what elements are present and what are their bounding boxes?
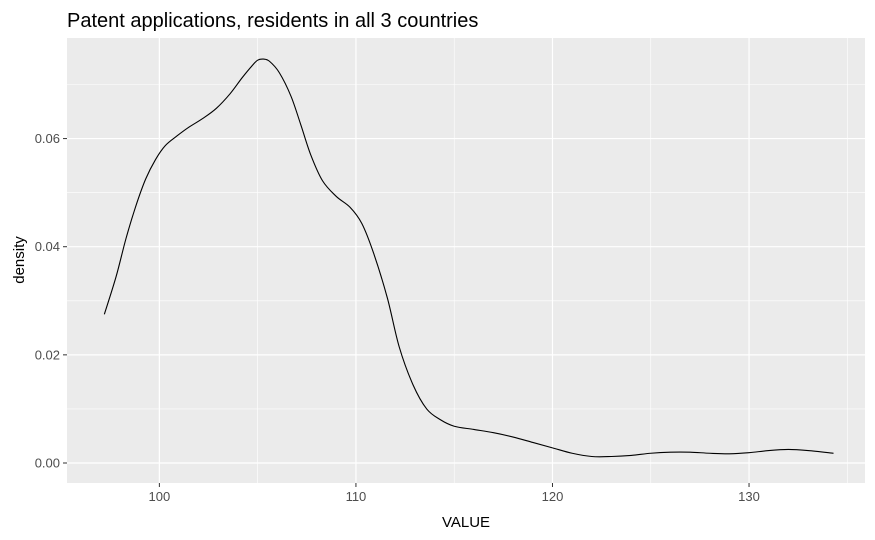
y-axis-title: density	[11, 236, 28, 284]
x-tick-label: 100	[149, 489, 171, 504]
y-tick-label: 0.06	[35, 131, 60, 146]
x-tick-label: 110	[346, 489, 367, 504]
gridlines	[67, 38, 865, 483]
x-axis: 100 110 120 130	[149, 483, 760, 504]
y-tick-label: 0.02	[35, 347, 60, 362]
x-tick-label: 130	[738, 489, 760, 504]
y-tick-label: 0.00	[35, 455, 60, 470]
chart-title: Patent applications, residents in all 3 …	[67, 10, 478, 32]
x-tick-label: 120	[542, 489, 564, 504]
plot-panel	[67, 38, 865, 483]
density-curve	[103, 58, 834, 458]
y-axis: 0.00 0.02 0.04 0.06	[35, 131, 67, 470]
x-axis-title: VALUE	[442, 514, 490, 531]
y-tick-label: 0.04	[35, 239, 60, 254]
